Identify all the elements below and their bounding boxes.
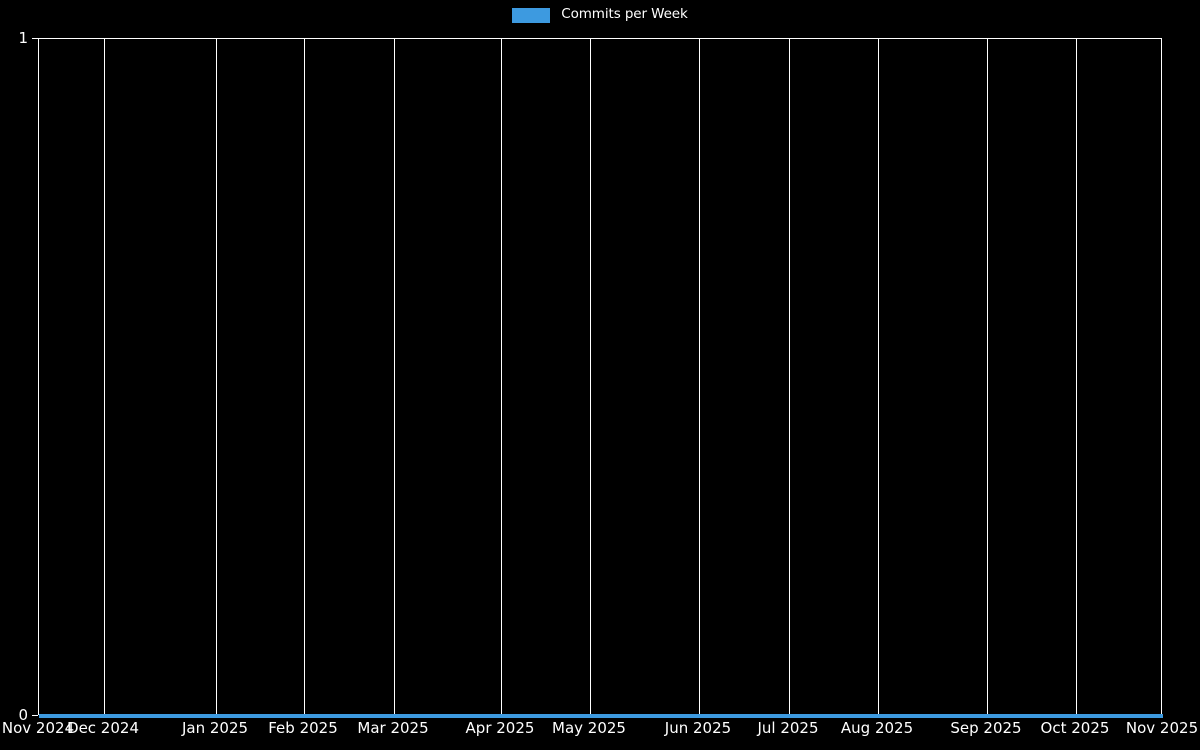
y-axis-tick-mark [32,714,38,716]
y-axis-tick-label: 0 [18,705,28,724]
gridline [590,39,591,715]
chart-legend: Commits per Week [0,0,1200,30]
x-axis-tick-label: Nov 2025 [1125,719,1199,737]
legend-entry-commits-per-week[interactable]: Commits per Week [512,6,688,23]
gridline [216,39,217,715]
x-axis-tick-label: May 2025 [552,719,626,737]
x-axis-tick-label: Jul 2025 [757,719,819,737]
gridline [987,39,988,715]
y-axis-tick-label: 1 [18,28,28,47]
gridline [501,39,502,715]
x-axis-tick-label: Jan 2025 [181,719,249,737]
series-layer [39,39,1163,718]
x-axis-tick-label: Dec 2024 [67,719,139,737]
gridline [878,39,879,715]
x-axis-tick-label: Jun 2025 [664,719,732,737]
gridline [394,39,395,715]
gridline [789,39,790,715]
gridline [104,39,105,715]
gridline [1076,39,1077,715]
gridline [699,39,700,715]
x-axis-tick-label: Oct 2025 [1040,719,1110,737]
y-axis-tick-mark [32,37,38,39]
plot-area [38,38,1163,718]
x-axis-tick-label: Mar 2025 [357,719,429,737]
legend-swatch-icon [512,7,551,23]
x-axis-tick-label: Nov 2024 [1,719,75,737]
x-axis: Nov 2024 Dec 2024 Jan 2025 Feb 2025 Mar 2025… [0,715,1200,750]
x-axis-tick-label: Sep 2025 [950,719,1022,737]
gridline [304,39,305,715]
legend-label: Commits per Week [561,6,688,23]
x-axis-tick-label: Apr 2025 [465,719,535,737]
series-line-commits-per-week [39,714,1163,718]
x-axis-tick-label: Aug 2025 [840,719,914,737]
x-axis-tick-label: Feb 2025 [268,719,338,737]
